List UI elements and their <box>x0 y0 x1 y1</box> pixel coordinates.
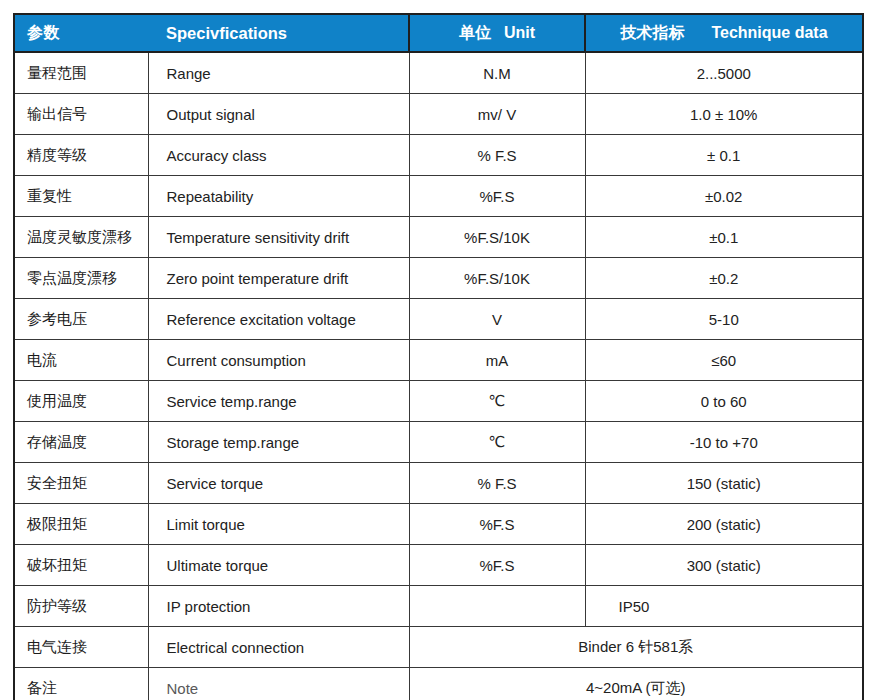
value-cell: IP50 <box>585 586 863 627</box>
table-row: 备注 Note 4~20mA (可选) <box>14 668 863 700</box>
unit-cell: mv/ V <box>409 94 585 135</box>
spec-cell: Electrical connection <box>148 627 409 668</box>
param-cell: 温度灵敏度漂移 <box>14 217 148 258</box>
header-unit-en: Unit <box>504 24 535 41</box>
value-cell: 1.0 ± 10% <box>585 94 863 135</box>
spec-cell: Output signal <box>148 94 409 135</box>
param-cell: 破坏扭矩 <box>14 545 148 586</box>
spec-cell: Range <box>148 52 409 94</box>
merged-value-cell: 4~20mA (可选) <box>409 668 863 700</box>
unit-cell: mA <box>409 340 585 381</box>
value-cell: ±0.2 <box>585 258 863 299</box>
unit-cell: ℃ <box>409 422 585 463</box>
unit-cell: %F.S <box>409 176 585 217</box>
param-cell: 极限扭矩 <box>14 504 148 545</box>
param-cell: 输出信号 <box>14 94 148 135</box>
unit-cell <box>409 586 585 627</box>
value-cell: ≤60 <box>585 340 863 381</box>
table-row: 输出信号 Output signal mv/ V 1.0 ± 10% <box>14 94 863 135</box>
unit-cell: % F.S <box>409 135 585 176</box>
unit-cell: %F.S/10K <box>409 258 585 299</box>
param-cell: 备注 <box>14 668 148 700</box>
unit-cell: V <box>409 299 585 340</box>
table-row: 极限扭矩 Limit torque %F.S 200 (static) <box>14 504 863 545</box>
spec-cell: Repeatability <box>148 176 409 217</box>
header-unit: 单位 Unit <box>409 14 585 52</box>
header-specifications: Specivfications <box>148 14 409 52</box>
spec-cell: Service torque <box>148 463 409 504</box>
spec-cell: IP protection <box>148 586 409 627</box>
datasheet-page: 参数 Specivfications 单位 Unit 技术指标 Technique … <box>0 0 871 700</box>
unit-cell: %F.S <box>409 545 585 586</box>
unit-cell: %F.S <box>409 504 585 545</box>
spec-cell: Reference excitation voltage <box>148 299 409 340</box>
unit-cell: %F.S/10K <box>409 217 585 258</box>
table-row: 防护等级 IP protection IP50 <box>14 586 863 627</box>
param-cell: 安全扭矩 <box>14 463 148 504</box>
header-tech-en: Technique data <box>711 24 827 41</box>
param-cell: 电气连接 <box>14 627 148 668</box>
table-header: 参数 Specivfications 单位 Unit 技术指标 Technique … <box>14 14 863 52</box>
table-row: 电流 Current consumption mA ≤60 <box>14 340 863 381</box>
spec-cell: Service temp.range <box>148 381 409 422</box>
header-technique-data: 技术指标 Technique data <box>585 14 863 52</box>
table-row: 参考电压 Reference excitation voltage V 5-10 <box>14 299 863 340</box>
value-cell: ±0.1 <box>585 217 863 258</box>
table-row: 安全扭矩 Service torque % F.S 150 (static) <box>14 463 863 504</box>
header-unit-zh: 单位 <box>459 24 491 41</box>
value-cell: ±0.02 <box>585 176 863 217</box>
value-cell: -10 to +70 <box>585 422 863 463</box>
spec-cell: Accuracy class <box>148 135 409 176</box>
value-cell: 200 (static) <box>585 504 863 545</box>
table-row: 重复性 Repeatability %F.S ±0.02 <box>14 176 863 217</box>
param-cell: 使用温度 <box>14 381 148 422</box>
table-row: 存储温度 Storage temp.range ℃ -10 to +70 <box>14 422 863 463</box>
value-cell: 2...5000 <box>585 52 863 94</box>
table-row: 精度等级 Accuracy class % F.S ± 0.1 <box>14 135 863 176</box>
spec-cell: Current consumption <box>148 340 409 381</box>
spec-cell: Limit torque <box>148 504 409 545</box>
value-cell: 300 (static) <box>585 545 863 586</box>
value-cell: 150 (static) <box>585 463 863 504</box>
param-cell: 零点温度漂移 <box>14 258 148 299</box>
param-cell: 量程范围 <box>14 52 148 94</box>
table-row: 电气连接 Electrical connection Binder 6 针581… <box>14 627 863 668</box>
header-param: 参数 <box>14 14 148 52</box>
merged-value-cell: Binder 6 针581系 <box>409 627 863 668</box>
value-cell: 5-10 <box>585 299 863 340</box>
unit-cell: N.M <box>409 52 585 94</box>
param-cell: 防护等级 <box>14 586 148 627</box>
table-row: 量程范围 Range N.M 2...5000 <box>14 52 863 94</box>
table-row: 零点温度漂移 Zero point temperature drift %F.S… <box>14 258 863 299</box>
spec-cell: Temperature sensitivity drift <box>148 217 409 258</box>
unit-cell: % F.S <box>409 463 585 504</box>
param-cell: 重复性 <box>14 176 148 217</box>
value-cell: ± 0.1 <box>585 135 863 176</box>
spec-table: 参数 Specivfications 单位 Unit 技术指标 Technique … <box>13 13 864 700</box>
spec-cell: Note <box>148 668 409 700</box>
param-cell: 精度等级 <box>14 135 148 176</box>
unit-cell: ℃ <box>409 381 585 422</box>
param-cell: 存储温度 <box>14 422 148 463</box>
table-row: 破坏扭矩 Ultimate torque %F.S 300 (static) <box>14 545 863 586</box>
param-cell: 参考电压 <box>14 299 148 340</box>
header-row: 参数 Specivfications 单位 Unit 技术指标 Technique … <box>14 14 863 52</box>
spec-cell: Storage temp.range <box>148 422 409 463</box>
header-tech-zh: 技术指标 <box>620 24 684 41</box>
table-body: 量程范围 Range N.M 2...5000 输出信号 Output sign… <box>14 52 863 700</box>
spec-cell: Ultimate torque <box>148 545 409 586</box>
param-cell: 电流 <box>14 340 148 381</box>
value-cell: 0 to 60 <box>585 381 863 422</box>
table-row: 使用温度 Service temp.range ℃ 0 to 60 <box>14 381 863 422</box>
spec-cell: Zero point temperature drift <box>148 258 409 299</box>
table-row: 温度灵敏度漂移 Temperature sensitivity drift %F… <box>14 217 863 258</box>
